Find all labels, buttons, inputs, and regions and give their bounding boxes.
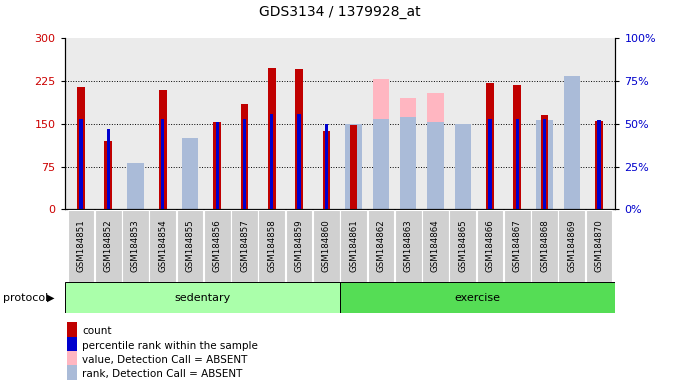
Text: count: count [82, 326, 112, 336]
Bar [541, 115, 548, 209]
Text: exercise: exercise [455, 293, 500, 303]
Text: GSM184857: GSM184857 [240, 219, 249, 272]
Text: GSM184860: GSM184860 [322, 219, 331, 272]
FancyBboxPatch shape [95, 210, 122, 281]
FancyBboxPatch shape [204, 210, 231, 281]
Text: GSM184868: GSM184868 [540, 219, 549, 272]
FancyBboxPatch shape [286, 210, 312, 281]
Bar [107, 129, 110, 209]
Bar [454, 124, 471, 209]
Bar [340, 282, 615, 313]
Text: GSM184858: GSM184858 [267, 219, 276, 272]
Text: GSM184853: GSM184853 [131, 219, 140, 272]
Bar [400, 117, 416, 209]
Bar [65, 282, 340, 313]
Bar [270, 114, 273, 209]
FancyBboxPatch shape [422, 210, 449, 281]
Text: GSM184862: GSM184862 [377, 219, 386, 272]
Text: GSM184866: GSM184866 [486, 219, 494, 272]
Bar [537, 121, 553, 209]
Bar [350, 125, 358, 209]
Bar [345, 124, 362, 209]
Bar [427, 122, 443, 209]
FancyBboxPatch shape [258, 210, 285, 281]
Text: GSM184865: GSM184865 [458, 219, 467, 272]
Bar [595, 121, 603, 209]
FancyBboxPatch shape [477, 210, 503, 281]
Text: GSM184855: GSM184855 [186, 219, 194, 272]
Bar [127, 169, 143, 209]
Text: GSM184856: GSM184856 [213, 219, 222, 272]
Text: ▶: ▶ [47, 293, 54, 303]
Bar [486, 83, 494, 209]
Text: GSM184859: GSM184859 [294, 219, 303, 272]
Bar [161, 119, 165, 209]
Text: GSM184851: GSM184851 [76, 219, 86, 272]
Bar [182, 161, 198, 209]
FancyBboxPatch shape [367, 210, 394, 281]
FancyBboxPatch shape [150, 210, 176, 281]
Bar [243, 119, 246, 209]
Bar [322, 131, 330, 209]
Bar [488, 119, 492, 209]
Bar [427, 93, 443, 209]
FancyBboxPatch shape [340, 210, 367, 281]
FancyBboxPatch shape [558, 210, 585, 281]
Bar [598, 121, 600, 209]
FancyBboxPatch shape [585, 210, 613, 281]
Bar [159, 90, 167, 209]
FancyBboxPatch shape [122, 210, 149, 281]
Text: GSM184852: GSM184852 [104, 219, 113, 272]
Bar [543, 119, 546, 209]
Text: GSM184867: GSM184867 [513, 219, 522, 272]
Bar [214, 122, 221, 209]
Text: GSM184870: GSM184870 [594, 219, 604, 272]
Text: GSM184861: GSM184861 [349, 219, 358, 272]
FancyBboxPatch shape [231, 210, 258, 281]
FancyBboxPatch shape [449, 210, 476, 281]
Text: GSM184864: GSM184864 [431, 219, 440, 272]
Bar [80, 119, 82, 209]
Bar [295, 69, 303, 209]
Bar [297, 114, 301, 209]
Bar [67, 365, 78, 380]
Text: value, Detection Call = ABSENT: value, Detection Call = ABSENT [82, 355, 248, 365]
Bar [77, 87, 85, 209]
FancyBboxPatch shape [395, 210, 422, 281]
Text: GDS3134 / 1379928_at: GDS3134 / 1379928_at [259, 5, 421, 19]
FancyBboxPatch shape [531, 210, 558, 281]
Bar [564, 76, 580, 209]
Bar [515, 119, 519, 209]
Text: sedentary: sedentary [174, 293, 231, 303]
Text: protocol: protocol [3, 293, 49, 303]
FancyBboxPatch shape [504, 210, 530, 281]
Text: GSM184863: GSM184863 [404, 219, 413, 272]
Bar [67, 323, 78, 337]
Bar [127, 163, 143, 209]
Bar [400, 98, 416, 209]
FancyBboxPatch shape [177, 210, 203, 281]
FancyBboxPatch shape [67, 210, 95, 281]
Bar [216, 122, 219, 209]
Text: rank, Detection Call = ABSENT: rank, Detection Call = ABSENT [82, 369, 243, 379]
Bar [182, 137, 198, 209]
Bar [105, 141, 112, 209]
Bar [67, 351, 78, 366]
Bar [513, 85, 521, 209]
Bar [241, 104, 248, 209]
Bar [564, 172, 580, 209]
FancyBboxPatch shape [313, 210, 340, 281]
Bar [373, 79, 389, 209]
Text: GSM184854: GSM184854 [158, 219, 167, 272]
Text: percentile rank within the sample: percentile rank within the sample [82, 341, 258, 351]
Bar [325, 124, 328, 209]
Bar [67, 337, 78, 352]
Bar [268, 68, 275, 209]
Bar [373, 119, 389, 209]
Text: GSM184869: GSM184869 [567, 219, 576, 272]
